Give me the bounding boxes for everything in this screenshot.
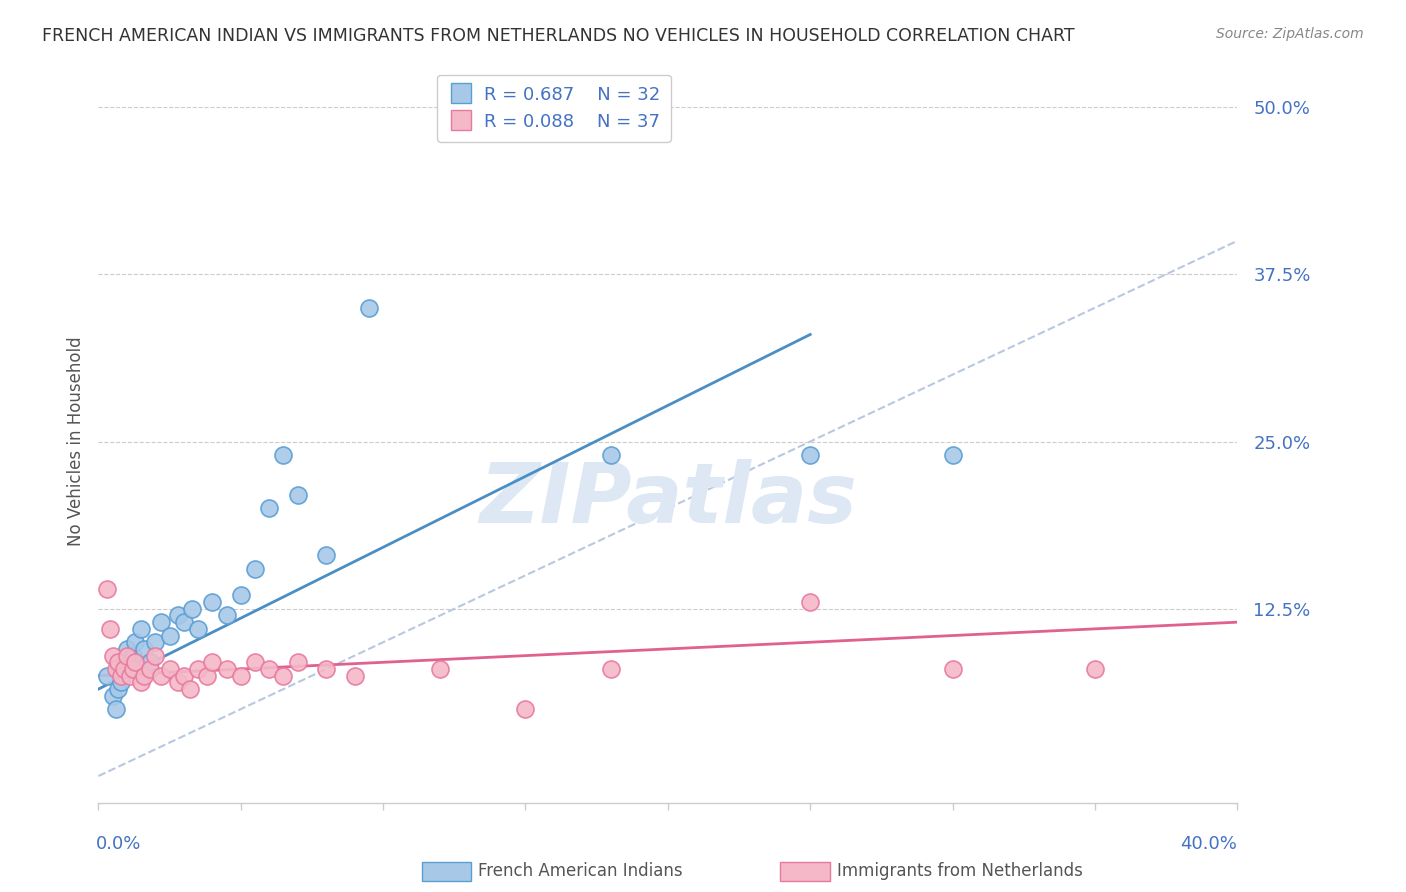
Point (187, 622, 209, 636)
Point (600, 662, 623, 676)
Point (287, 488, 309, 502)
Point (101, 689, 124, 703)
Point (104, 662, 127, 676)
Point (124, 635, 146, 649)
Point (98, 622, 121, 636)
Point (273, 669, 295, 683)
Point (243, 655, 266, 669)
Point (112, 655, 135, 669)
Point (118, 662, 141, 676)
Point (129, 675, 152, 690)
Point (173, 615, 195, 630)
Point (343, 669, 366, 683)
Text: 40.0%: 40.0% (1181, 835, 1237, 854)
Point (215, 608, 238, 623)
Point (215, 662, 238, 676)
Text: 0.0%: 0.0% (96, 835, 142, 854)
Point (145, 648, 167, 663)
Point (104, 702, 127, 716)
Point (110, 675, 132, 690)
Point (942, 662, 965, 676)
Text: FRENCH AMERICAN INDIAN VS IMMIGRANTS FROM NETHERLANDS NO VEHICLES IN HOUSEHOLD C: FRENCH AMERICAN INDIAN VS IMMIGRANTS FRO… (42, 27, 1074, 45)
Point (115, 648, 138, 663)
Point (96, 582, 118, 596)
Point (121, 648, 143, 663)
Point (243, 562, 266, 576)
Legend: R = 0.687    N = 32, R = 0.088    N = 37: R = 0.687 N = 32, R = 0.088 N = 37 (437, 75, 671, 142)
Point (799, 448, 821, 462)
Point (515, 702, 537, 716)
Point (118, 669, 141, 683)
Point (112, 662, 135, 676)
Point (201, 655, 224, 669)
Point (96, 669, 118, 683)
Point (145, 635, 167, 649)
Point (138, 655, 160, 669)
Y-axis label: No Vehicles in Household: No Vehicles in Household (66, 336, 84, 547)
Point (181, 602, 204, 616)
Point (150, 615, 173, 630)
Point (167, 608, 190, 623)
Point (315, 662, 337, 676)
Point (357, 301, 380, 315)
Text: French American Indians: French American Indians (478, 863, 683, 880)
Point (179, 681, 201, 696)
Point (121, 662, 143, 676)
Point (799, 595, 821, 609)
Text: Source: ZipAtlas.com: Source: ZipAtlas.com (1216, 27, 1364, 41)
Point (600, 448, 623, 462)
Point (101, 648, 124, 663)
Point (259, 662, 281, 676)
Point (132, 669, 155, 683)
Point (159, 629, 181, 643)
Point (173, 669, 195, 683)
Point (195, 669, 218, 683)
Point (167, 675, 190, 690)
Point (150, 669, 173, 683)
Point (107, 655, 129, 669)
Point (159, 662, 181, 676)
Point (429, 662, 451, 676)
Point (229, 589, 252, 603)
Point (942, 448, 965, 462)
Text: Immigrants from Netherlands: Immigrants from Netherlands (837, 863, 1083, 880)
Point (138, 662, 160, 676)
Point (132, 642, 155, 657)
Point (129, 622, 152, 636)
Point (273, 448, 295, 462)
Point (287, 655, 309, 669)
Point (187, 662, 209, 676)
Point (259, 501, 281, 516)
Point (315, 548, 337, 563)
Point (107, 681, 129, 696)
Point (201, 595, 224, 609)
Point (124, 655, 146, 669)
Point (110, 669, 132, 683)
Point (229, 669, 252, 683)
Text: ZIPatlas: ZIPatlas (479, 458, 856, 540)
Point (1084, 662, 1107, 676)
Point (115, 642, 138, 657)
